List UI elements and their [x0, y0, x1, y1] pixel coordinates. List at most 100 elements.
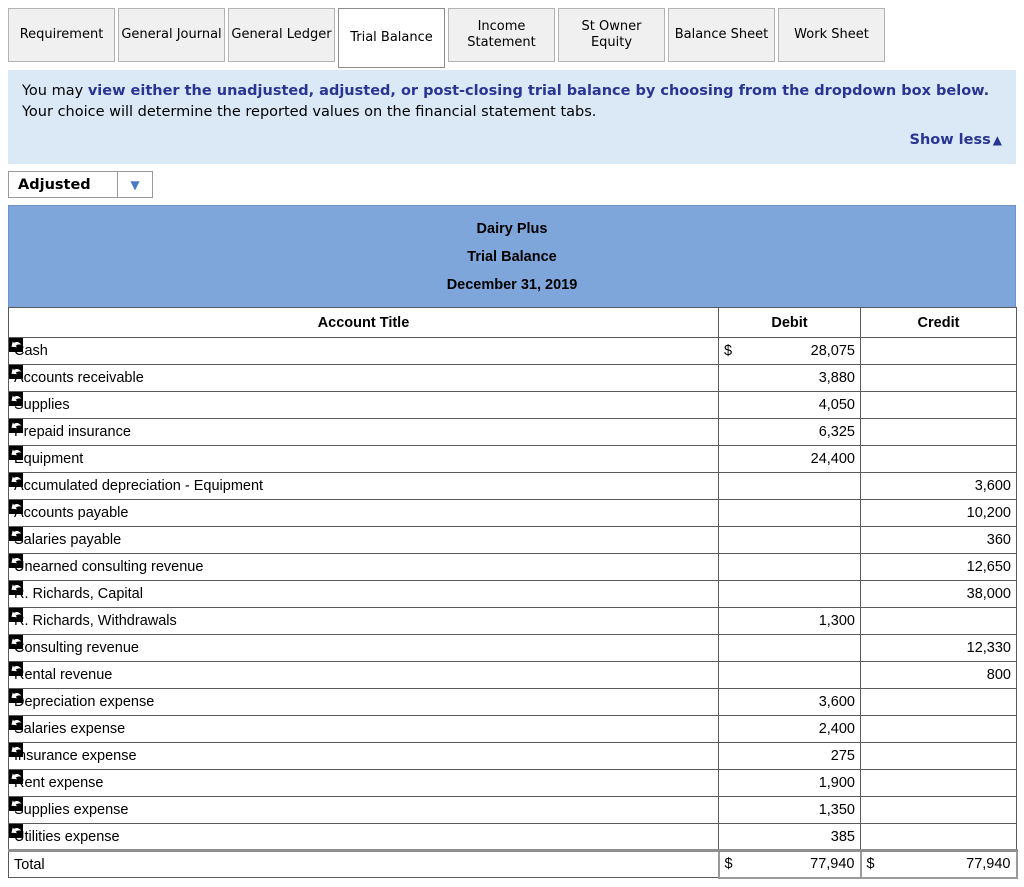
account-title-label: Insurance expense [14, 748, 137, 764]
tab-balance-sheet[interactable]: Balance Sheet [668, 8, 775, 62]
tab-work-sheet[interactable]: Work Sheet [778, 8, 885, 62]
tab-requirement[interactable]: Requirement [8, 8, 115, 62]
table-row: Unearned consulting revenue 12,650 [8, 553, 1017, 581]
table-header-row: Account Title Debit Credit [8, 307, 1017, 338]
currency-symbol: $ [724, 856, 733, 873]
table-row: Insurance expense 275 [8, 742, 1017, 770]
trial-balance-type-select[interactable]: Adjusted [8, 171, 118, 198]
ledger-link-reply-arrow-icon[interactable] [9, 743, 23, 757]
debit-cell [718, 526, 861, 554]
debit-amount: 24,400 [810, 451, 855, 467]
tab-general-ledger[interactable]: General Ledger [228, 8, 335, 62]
account-title-label: Prepaid insurance [14, 424, 131, 440]
ledger-link-reply-arrow-icon[interactable] [9, 635, 23, 649]
ledger-link-reply-arrow-icon[interactable] [9, 581, 23, 595]
debit-cell: 24,400 [718, 445, 861, 473]
ledger-link-reply-arrow-icon[interactable] [9, 338, 23, 352]
ledger-link-reply-arrow-icon[interactable] [9, 419, 23, 433]
account-title-label: Consulting revenue [14, 640, 139, 656]
account-title-label: Utilities expense [14, 828, 120, 845]
ledger-link-reply-arrow-icon[interactable] [9, 473, 23, 487]
account-title-label: Equipment [14, 451, 84, 467]
credit-cell [860, 769, 1017, 797]
tab-income-statement[interactable]: Income Statement [448, 8, 555, 62]
debit-cell: $28,075 [718, 337, 861, 365]
credit-cell: 800 [860, 661, 1017, 689]
credit-amount: 12,330 [966, 640, 1011, 656]
account-title-cell: Insurance expense [8, 742, 719, 770]
tab-general-journal[interactable]: General Journal [118, 8, 225, 62]
debit-cell [718, 499, 861, 527]
ledger-link-reply-arrow-icon[interactable] [9, 527, 23, 541]
chevron-down-icon: ▼ [130, 177, 140, 192]
tab-st-owner-equity[interactable]: St Owner Equity [558, 8, 665, 62]
account-title-label: Accounts receivable [14, 370, 144, 386]
debit-cell [718, 580, 861, 608]
show-less-label: Show less [909, 132, 991, 148]
account-title-cell: Cash [8, 337, 719, 365]
debit-amount: 1,350 [818, 802, 855, 818]
account-title-cell: Rental revenue [8, 661, 719, 689]
account-title-cell: Salaries expense [8, 715, 719, 743]
credit-amount: 12,650 [966, 559, 1011, 575]
ledger-link-reply-arrow-icon[interactable] [9, 689, 23, 703]
debit-cell: 1,350 [718, 796, 861, 824]
account-title-cell: Equipment [8, 445, 719, 473]
ledger-link-reply-arrow-icon[interactable] [9, 365, 23, 379]
debit-cell: 385 [718, 823, 861, 851]
table-row: Rent expense 1,900 [8, 769, 1017, 797]
debit-amount: 275 [830, 748, 855, 764]
tab-bar: Requirement General Journal General Ledger… [8, 8, 1016, 70]
credit-cell [860, 337, 1017, 365]
account-title-cell: Utilities expense [8, 823, 719, 851]
debit-cell: 2,400 [718, 715, 861, 743]
currency-symbol: $ [724, 343, 733, 359]
debit-cell [718, 661, 861, 689]
table-row: Supplies expense 1,350 [8, 796, 1017, 824]
ledger-link-reply-arrow-icon[interactable] [9, 770, 23, 784]
account-title-label: Supplies [14, 397, 70, 413]
account-title-label: Supplies expense [14, 802, 129, 818]
ledger-link-reply-arrow-icon[interactable] [9, 446, 23, 460]
instructions-suffix: Your choice will determine the reported … [22, 83, 999, 120]
total-row: Total $77,940 $77,940 [8, 849, 1018, 879]
ledger-link-reply-arrow-icon[interactable] [9, 500, 23, 514]
debit-amount: 4,050 [818, 397, 855, 413]
ledger-link-reply-arrow-icon[interactable] [9, 608, 23, 622]
account-title-cell: Accounts payable [8, 499, 719, 527]
tab-trial-balance[interactable]: Trial Balance [338, 8, 445, 68]
ledger-link-reply-arrow-icon[interactable] [9, 392, 23, 406]
credit-amount: 3,600 [974, 478, 1011, 494]
table-row: Salaries expense 2,400 [8, 715, 1017, 743]
debit-amount: 2,400 [818, 721, 855, 737]
debit-amount: 1,900 [818, 775, 855, 791]
column-header-credit: Credit [860, 307, 1017, 338]
credit-amount: 360 [986, 532, 1011, 548]
debit-amount: 1,300 [818, 613, 855, 629]
credit-cell [860, 607, 1017, 635]
account-title-label: Accounts payable [14, 505, 129, 521]
debit-cell: 4,050 [718, 391, 861, 419]
instructions-bold: view either the unadjusted, adjusted, or… [87, 83, 990, 99]
ledger-link-reply-arrow-icon[interactable] [9, 662, 23, 676]
ledger-link-reply-arrow-icon[interactable] [9, 716, 23, 730]
account-title-label: Unearned consulting revenue [14, 559, 204, 575]
credit-cell [860, 445, 1017, 473]
account-title-label: Depreciation expense [14, 694, 155, 710]
ledger-link-reply-arrow-icon[interactable] [9, 824, 23, 838]
account-title-label: R. Richards, Capital [14, 586, 143, 602]
account-title-cell: Supplies [8, 391, 719, 419]
ledger-link-reply-arrow-icon[interactable] [9, 797, 23, 811]
credit-cell [860, 823, 1017, 851]
dropdown-caret-button[interactable]: ▼ [118, 171, 153, 198]
debit-cell [718, 634, 861, 662]
debit-amount: 28,075 [810, 343, 855, 359]
debit-cell: 6,325 [718, 418, 861, 446]
ledger-link-reply-arrow-icon[interactable] [9, 554, 23, 568]
show-less-link[interactable]: Show less ▲ [22, 132, 1002, 148]
table-row: Equipment 24,400 [8, 445, 1017, 473]
debit-cell: 3,600 [718, 688, 861, 716]
credit-amount: 38,000 [966, 586, 1011, 602]
table-row: Salaries payable 360 [8, 526, 1017, 554]
debit-cell: 275 [718, 742, 861, 770]
